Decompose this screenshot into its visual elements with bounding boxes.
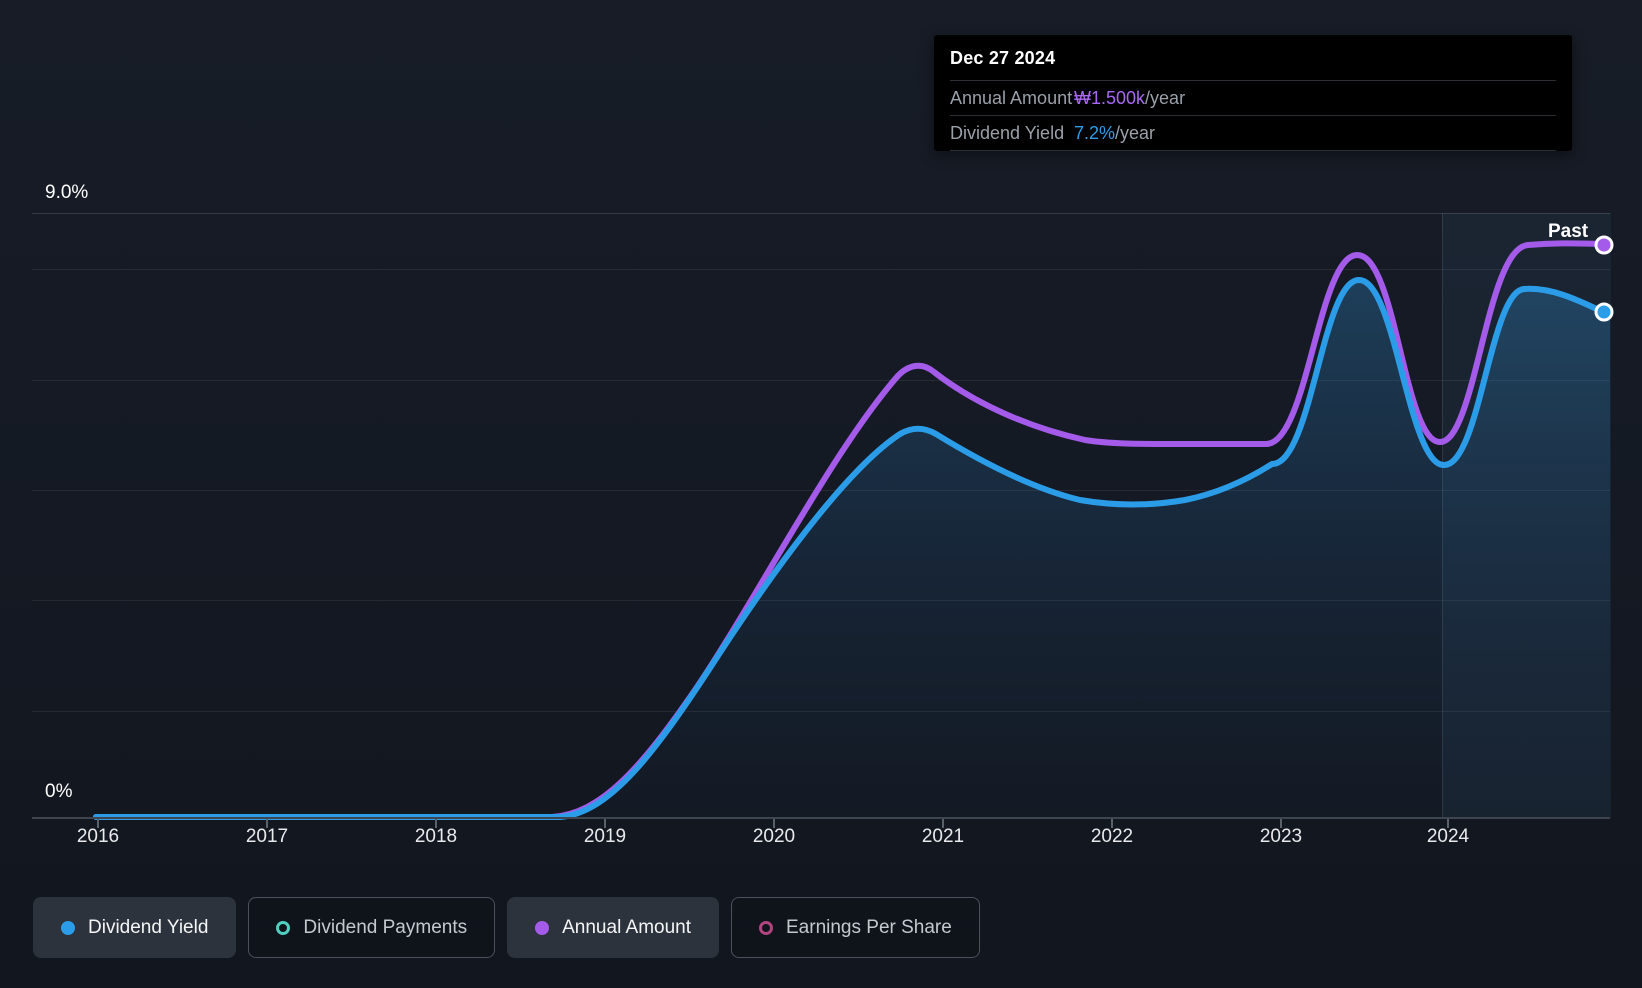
dividend-yield-area: [96, 280, 1610, 818]
x-axis-tick: [1447, 819, 1449, 828]
x-axis-label: 2021: [921, 826, 965, 847]
tooltip-value: 7.2%: [1074, 122, 1116, 143]
annual-amount-dot-icon: [535, 920, 550, 935]
legend-label: Earnings Per Share: [786, 916, 952, 938]
x-axis-label: 2016: [76, 826, 120, 847]
dividend-yield-endpoint-marker: [1594, 302, 1614, 322]
x-axis-label: 2024: [1426, 826, 1470, 847]
x-axis-tick: [97, 819, 99, 828]
gridline: [32, 213, 1610, 214]
legend-button-dividend-yield[interactable]: Dividend Yield: [33, 897, 237, 958]
legend-label: Dividend Yield: [88, 916, 209, 938]
tooltip-row-annual-amount: Annual Amount ₩1.500k/year: [950, 81, 1556, 116]
tooltip-row-dividend-yield: Dividend Yield 7.2%/year: [950, 116, 1556, 151]
legend-button-dividend-payments[interactable]: Dividend Payments: [248, 897, 496, 958]
dividend-yield-dot-icon: [61, 920, 75, 935]
x-axis-tick: [435, 819, 437, 828]
x-axis-line: [32, 817, 1610, 819]
tooltip-date: Dec 27 2024: [950, 35, 1556, 81]
x-axis-label: 2017: [245, 826, 289, 847]
gridline: [32, 380, 1610, 381]
tooltip-value: ₩1.500k: [1074, 87, 1146, 108]
x-axis-label: 2019: [583, 826, 627, 847]
y-axis-zero-label: 0%: [45, 781, 73, 802]
dividend-yield-line: [93, 277, 1606, 820]
legend-button-earnings-per-share[interactable]: Earnings Per Share: [731, 897, 980, 958]
tooltip-suffix: /year: [1145, 87, 1186, 108]
x-axis-tick: [1111, 819, 1113, 828]
gridline: [32, 269, 1610, 270]
x-axis-tick: [942, 819, 944, 828]
y-axis-max-label: 9.0%: [45, 182, 89, 203]
dividend-payments-ring-icon: [276, 920, 291, 935]
x-axis-tick: [604, 819, 606, 828]
x-axis-tick: [773, 819, 775, 828]
chart-tooltip: Dec 27 2024 Annual Amount ₩1.500k/year D…: [934, 35, 1572, 151]
earnings-per-share-ring-icon: [759, 920, 773, 935]
x-axis-label: 2020: [752, 826, 796, 847]
tooltip-label: Dividend Yield: [950, 122, 1065, 143]
tooltip-suffix: /year: [1115, 122, 1156, 143]
x-axis-tick: [266, 819, 268, 828]
tooltip-label: Annual Amount: [950, 87, 1073, 108]
x-axis-label: 2018: [414, 826, 458, 847]
chart-legend: Dividend Yield Dividend Payments Annual …: [33, 897, 980, 958]
annual-amount-endpoint-marker: [1594, 235, 1614, 255]
x-axis-tick: [1280, 819, 1282, 828]
legend-label: Dividend Payments: [303, 916, 468, 938]
legend-button-annual-amount[interactable]: Annual Amount: [507, 897, 719, 958]
legend-label: Annual Amount: [562, 916, 691, 938]
gridline: [32, 490, 1610, 491]
x-axis-label: 2022: [1090, 826, 1134, 847]
x-axis-label: 2023: [1259, 826, 1303, 847]
past-label: Past: [1548, 221, 1589, 242]
